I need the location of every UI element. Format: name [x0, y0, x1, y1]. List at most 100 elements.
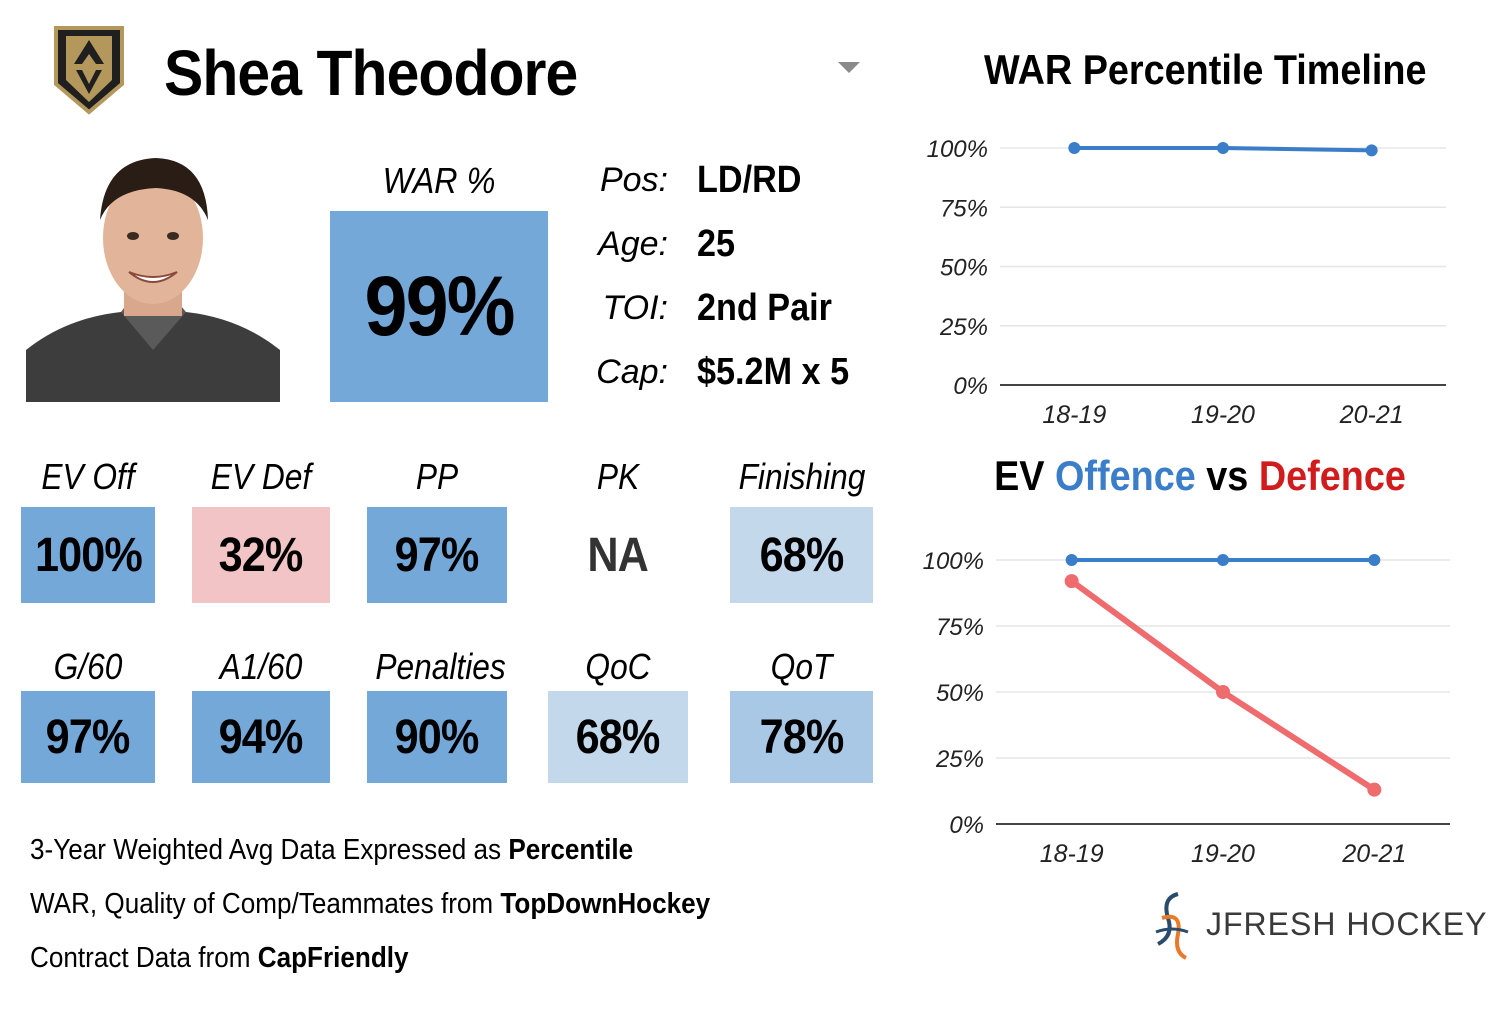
note-text: WAR, Quality of Comp/Teammates from	[30, 888, 501, 920]
age-value: 25	[697, 223, 736, 265]
chart-title-war-timeline: WAR Percentile Timeline	[984, 46, 1427, 93]
title-part: vs	[1195, 452, 1259, 499]
stat-label: Penalties	[375, 646, 506, 687]
war-timeline-chart: 0% 25% 50% 75% 100% 18-19 19-20 20-21	[927, 136, 1446, 429]
y-tick-label: 0%	[953, 373, 988, 400]
stat-box: 68%	[730, 507, 873, 603]
y-tick-label: 25%	[939, 314, 988, 341]
stat-a160: A1/60 94%	[192, 644, 330, 784]
data-point	[1065, 554, 1078, 566]
brand-logo: JFRESH HOCKEY	[1148, 888, 1486, 968]
x-tick-label: 19-20	[1191, 401, 1255, 429]
cap-value: $5.2M x 5	[697, 351, 850, 393]
title-part-offence: Offence	[1055, 452, 1196, 499]
age-key: Age:	[598, 225, 668, 263]
chart-title-ev-offence-defence: EV Offence vs Defence	[984, 452, 1416, 500]
info-row-toi: TOI: 2nd Pair	[0, 285, 880, 335]
position-value: LD/RD	[697, 159, 802, 201]
stat-label: Finishing	[738, 456, 866, 497]
stat-penalties: Penalties 90%	[367, 644, 507, 784]
stat-label: EV Off	[41, 456, 135, 497]
stat-value: 68%	[759, 528, 845, 582]
note-bold: TopDownHockey	[500, 888, 711, 920]
x-tick-label: 19-20	[1191, 840, 1255, 868]
stat-label: PP	[415, 456, 459, 497]
stat-label: QoT	[770, 646, 833, 687]
data-point	[1368, 554, 1381, 566]
stat-label: A1/60	[219, 646, 303, 687]
x-tick-label: 20-21	[1341, 840, 1406, 868]
stat-pk: PK NA	[548, 452, 688, 604]
note-percentile: 3-Year Weighted Avg Data Expressed as Pe…	[30, 834, 633, 867]
y-tick-label: 0%	[949, 812, 984, 839]
info-row-position: Pos: LD/RD	[0, 157, 880, 207]
note-text: Contract Data from	[30, 942, 258, 974]
ev-offence-defence-chart: 0% 25% 50% 75% 100% 18-19 19-20 20-21	[923, 548, 1450, 868]
x-tick-label: 20-21	[1339, 401, 1404, 429]
stat-value: 68%	[576, 710, 661, 764]
stat-pp: PP 97%	[367, 452, 507, 604]
stat-box: 94%	[192, 691, 330, 783]
stat-value: 90%	[395, 710, 480, 764]
stat-box: 97%	[367, 507, 507, 603]
war-label: WAR %	[382, 160, 496, 201]
title-part-defence: Defence	[1258, 452, 1406, 499]
war-value: 99%	[364, 259, 515, 353]
brand-text: JFRESH HOCKEY	[1206, 906, 1488, 942]
toi-key: TOI:	[602, 289, 669, 327]
y-tick-label: 100%	[923, 548, 984, 575]
info-row-cap: Cap: $5.2M x 5	[0, 349, 880, 399]
data-point	[1068, 142, 1081, 154]
player-headshot	[26, 150, 280, 402]
y-tick-label: 100%	[927, 136, 988, 163]
player-name: Shea Theodore	[164, 37, 578, 109]
stat-box: 68%	[548, 691, 688, 783]
stat-box: 97%	[21, 691, 155, 783]
stat-ev-def: EV Def 32%	[192, 452, 330, 604]
stat-box: 90%	[367, 691, 507, 783]
data-point	[1064, 574, 1079, 589]
stat-finishing: Finishing 68%	[730, 452, 873, 604]
stat-box: 100%	[21, 507, 155, 603]
data-point	[1365, 144, 1378, 157]
x-tick-label: 18-19	[1042, 401, 1106, 429]
stat-box: 32%	[192, 507, 330, 603]
stat-label: PK	[596, 456, 640, 497]
cap-key: Cap:	[596, 353, 668, 391]
team-logo-icon	[52, 24, 126, 116]
stat-value: 97%	[395, 528, 480, 582]
stat-label: QoC	[585, 646, 651, 687]
y-tick-label: 50%	[940, 255, 988, 282]
stat-value: 94%	[219, 710, 304, 764]
stat-label: EV Def	[210, 456, 312, 497]
stat-qot: QoT 78%	[730, 644, 873, 784]
stat-qoc: QoC 68%	[548, 644, 688, 784]
stat-box: 78%	[730, 691, 873, 783]
position-key: Pos:	[599, 161, 668, 199]
data-point	[1217, 142, 1229, 154]
stat-g60: G/60 97%	[21, 644, 155, 784]
war-box: 99%	[330, 211, 548, 402]
stat-value: 100%	[34, 528, 143, 582]
note-war-source: WAR, Quality of Comp/Teammates from TopD…	[30, 888, 710, 921]
y-tick-label: 75%	[936, 614, 984, 641]
note-bold: CapFriendly	[257, 942, 409, 974]
title-part: EV	[994, 452, 1056, 499]
data-point	[1367, 782, 1382, 797]
stat-box: NA	[548, 507, 688, 603]
x-tick-label: 18-19	[1040, 840, 1104, 868]
note-text: 3-Year Weighted Avg Data Expressed as	[30, 834, 509, 866]
data-point	[1217, 554, 1229, 566]
player-dropdown-icon[interactable]	[838, 62, 860, 73]
toi-value: 2nd Pair	[697, 287, 832, 329]
y-tick-label: 25%	[935, 746, 984, 773]
stat-label: G/60	[53, 646, 123, 687]
stat-value: 32%	[219, 528, 304, 582]
stat-value: 97%	[46, 710, 131, 764]
info-row-age: Age: 25	[0, 221, 880, 271]
note-contract-source: Contract Data from CapFriendly	[30, 942, 409, 975]
y-tick-label: 50%	[936, 680, 984, 707]
stat-ev-off: EV Off 100%	[21, 452, 155, 604]
jfresh-hockey-logo-icon	[1155, 892, 1189, 960]
stat-value: NA	[587, 528, 649, 582]
